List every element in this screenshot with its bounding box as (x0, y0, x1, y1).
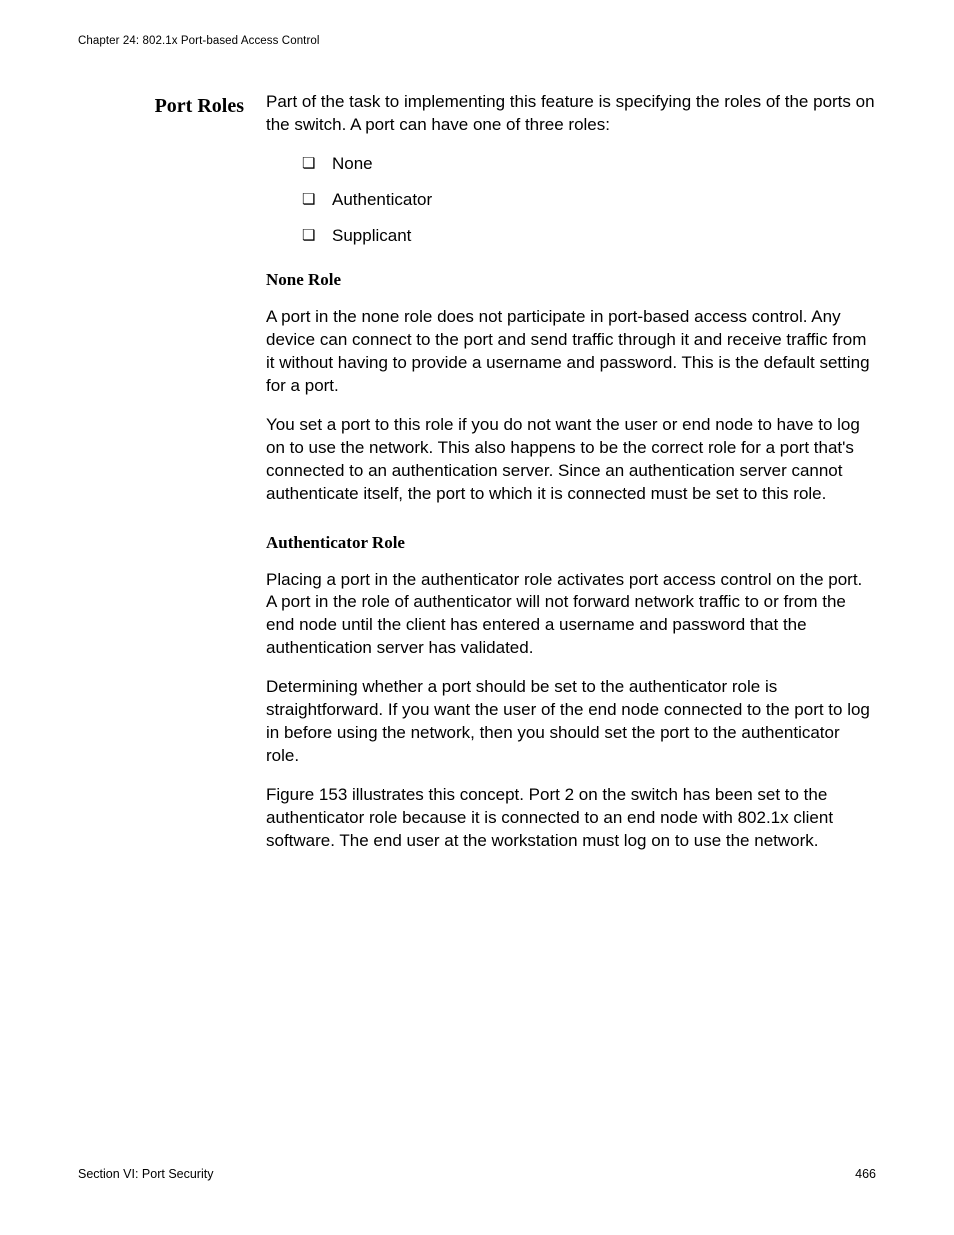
intro-paragraph: Part of the task to implementing this fe… (266, 91, 876, 137)
roles-bullet-list: None Authenticator Supplicant (266, 153, 876, 247)
section-side-heading: Port Roles (78, 91, 266, 119)
page-number: 466 (855, 1167, 876, 1181)
body-paragraph: Figure 153 illustrates this concept. Por… (266, 784, 876, 853)
running-header: Chapter 24: 802.1x Port-based Access Con… (78, 35, 876, 47)
subheading-authenticator-role: Authenticator Role (266, 532, 876, 555)
list-item: None (302, 153, 876, 175)
body-paragraph: Placing a port in the authenticator role… (266, 569, 876, 661)
list-item: Authenticator (302, 189, 876, 211)
body-paragraph: A port in the none role does not partici… (266, 306, 876, 398)
page-footer: Section VI: Port Security 466 (78, 1167, 876, 1181)
subheading-none-role: None Role (266, 269, 876, 292)
body-paragraph: Determining whether a port should be set… (266, 676, 876, 768)
content-row: Port Roles Part of the task to implement… (78, 91, 876, 869)
body-column: Part of the task to implementing this fe… (266, 91, 876, 869)
body-paragraph: You set a port to this role if you do no… (266, 414, 876, 506)
page: Chapter 24: 802.1x Port-based Access Con… (0, 0, 954, 1235)
footer-section-label: Section VI: Port Security (78, 1167, 213, 1181)
list-item: Supplicant (302, 225, 876, 247)
